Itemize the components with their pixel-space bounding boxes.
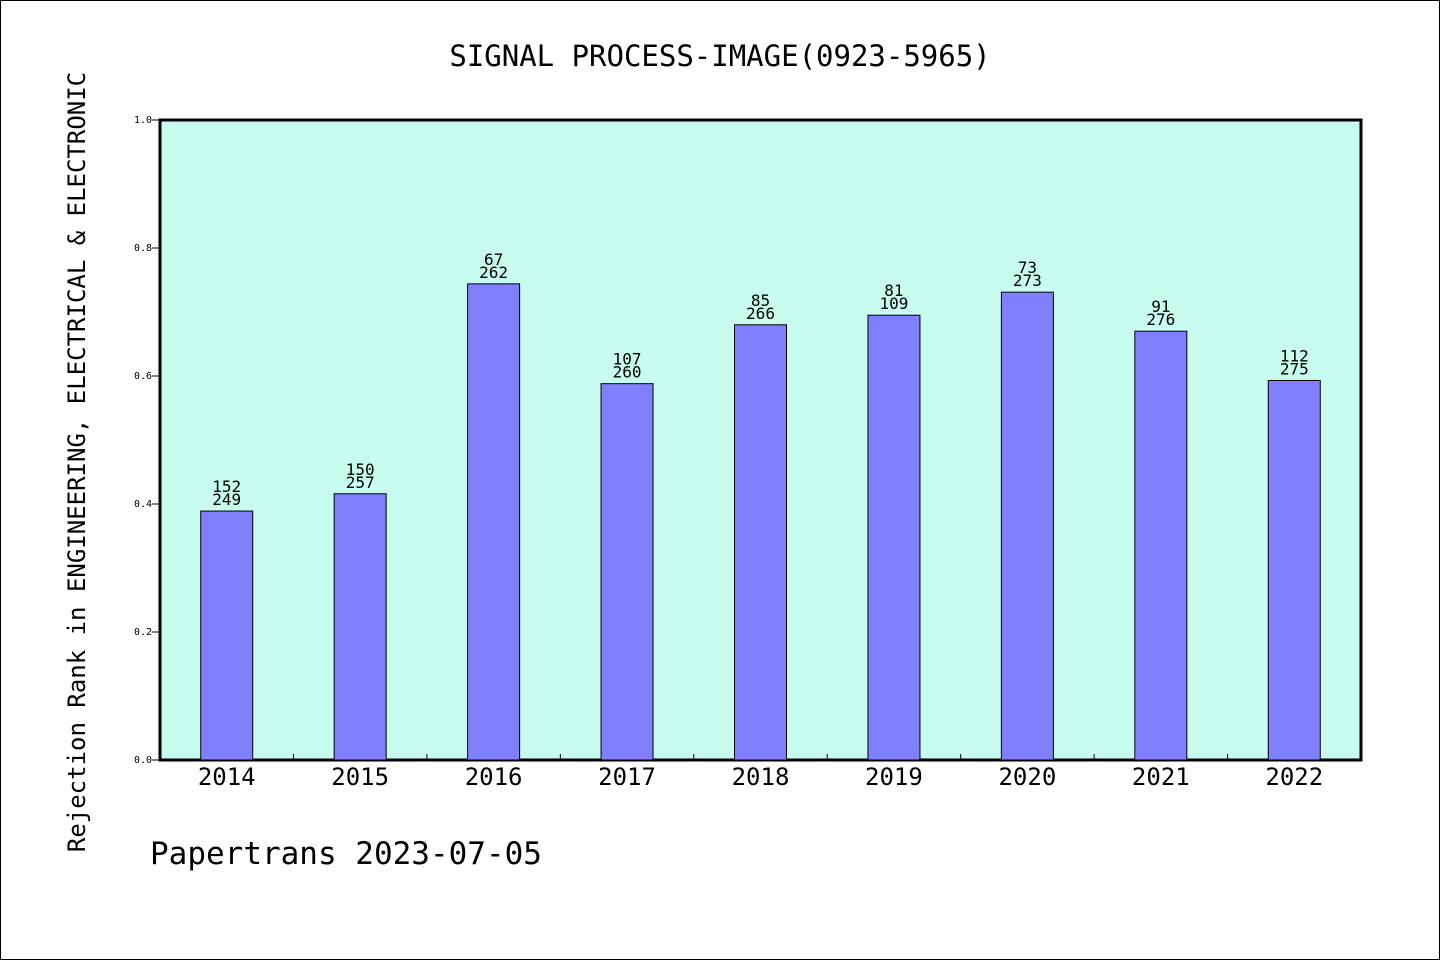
data-label-bottom: 109: [879, 294, 908, 313]
y-tick-label: 0.4: [134, 499, 152, 510]
data-label-top: 73: [1018, 258, 1037, 277]
footer-text: Papertrans 2023-07-05: [150, 836, 542, 872]
data-label-bottom: 262: [479, 263, 508, 282]
data-label-bottom: 260: [613, 363, 642, 382]
bar-2019: [867, 314, 921, 761]
data-label-bottom: 257: [346, 473, 375, 492]
bar-2020: [1000, 291, 1054, 761]
y-tick-label: 0.8: [134, 243, 152, 254]
data-label-top: 112: [1280, 346, 1309, 365]
data-label-top: 152: [212, 477, 241, 496]
data-label-top: 81: [884, 281, 903, 300]
bar-2015: [333, 493, 387, 761]
y-axis-label: Rejection Rank in ENGINEERING, ELECTRICA…: [63, 72, 91, 852]
y-axis-ticks: 0.0 0.2 0.4 0.6 0.8 1.0: [134, 115, 160, 766]
x-tick-label: 2014: [198, 763, 256, 791]
data-label-top: 91: [1151, 297, 1170, 316]
data-label-bottom: 275: [1280, 359, 1309, 378]
x-tick-label: 2017: [598, 763, 656, 791]
data-label-top: 85: [751, 291, 770, 310]
x-tick-label: 2019: [865, 763, 923, 791]
data-label-top: 67: [484, 250, 503, 269]
data-label-bottom: 276: [1146, 310, 1175, 329]
x-tick-label: 2022: [1265, 763, 1323, 791]
data-label-bottom: 249: [212, 490, 241, 509]
bar-2022: [1267, 379, 1321, 761]
data-label-top: 107: [613, 350, 642, 369]
y-tick-label: 0.6: [134, 371, 152, 382]
x-axis-ticks: 2014 2015 2016 2017 2018 2019 2020 2021 2022: [198, 754, 1323, 791]
x-tick-label: 2015: [331, 763, 389, 791]
x-tick-label: 2020: [998, 763, 1056, 791]
x-tick-label: 2018: [732, 763, 790, 791]
bar-2016: [467, 283, 521, 761]
data-label-bottom: 266: [746, 304, 775, 323]
bar-2017: [600, 383, 654, 761]
y-tick-label: 1.0: [134, 115, 152, 126]
x-tick-label: 2021: [1132, 763, 1190, 791]
x-tick-label: 2016: [465, 763, 523, 791]
bar-2014: [200, 510, 254, 761]
data-label-bottom: 273: [1013, 271, 1042, 290]
bar-2018: [734, 324, 787, 761]
y-tick-label: 0.2: [134, 627, 152, 638]
bars: [200, 283, 1321, 761]
bar-2021: [1134, 330, 1188, 761]
chart-title: SIGNAL PROCESS-IMAGE(0923-5965): [449, 39, 990, 73]
data-label-top: 150: [346, 460, 375, 479]
y-tick-label: 0.0: [134, 755, 152, 766]
